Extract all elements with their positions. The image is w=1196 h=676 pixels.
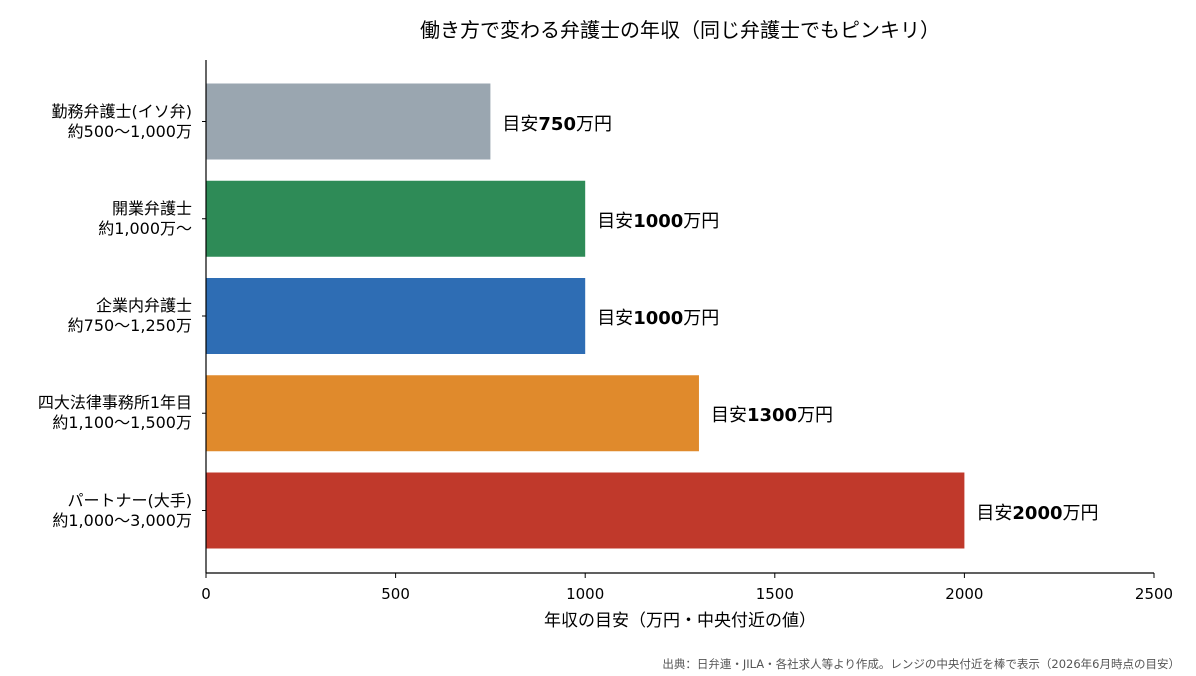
category-range: 約500〜1,000万: [67, 121, 192, 141]
category-label: 企業内弁護士 約750〜1,250万: [68, 296, 192, 336]
chart-title: 働き方で変わる弁護士の年収（同じ弁護士でもピンキリ）: [420, 18, 940, 42]
category-name: パートナー(大手): [67, 490, 193, 510]
category-label: 勤務弁護士(イソ弁) 約500〜1,000万: [52, 102, 193, 142]
bar: [206, 180, 586, 257]
data-label: 目安1000万円: [597, 308, 720, 329]
bar: [206, 472, 965, 549]
source-note: 出典：日弁連・JILA・各社求人等より作成。レンジの中央付近を棒で表示（2026…: [662, 657, 1180, 671]
bar: [206, 375, 699, 452]
data-label: 目安750万円: [502, 113, 612, 135]
data-label: 目安1300万円: [710, 405, 834, 427]
category-range: 約750〜1,250万: [67, 316, 192, 335]
x-tick-label: 2500: [1135, 585, 1173, 603]
category-range: 約1,000万〜: [98, 218, 192, 238]
x-axis-label: 年収の目安（万円・中央付近の値）: [544, 611, 816, 631]
category-name: 四大法律事務所1年目: [37, 393, 192, 413]
x-tick-label: 500: [381, 585, 410, 603]
bar: [206, 278, 586, 354]
bar: [206, 83, 491, 160]
category-range: 約1,000〜3,000万: [52, 510, 192, 530]
x-tick-label: 2000: [945, 585, 983, 603]
category-range: 約1,100〜1,500万: [52, 413, 192, 433]
data-label: 目安1000万円: [597, 210, 720, 232]
x-tick-label: 1500: [756, 585, 794, 603]
category-name: 勤務弁護士(イソ弁): [51, 101, 193, 121]
x-tick-label: 0: [201, 585, 211, 603]
category-name: 開業弁護士: [111, 198, 192, 218]
category-name: 企業内弁護士: [95, 296, 192, 315]
x-tick-label: 1000: [566, 585, 604, 603]
category-label: 四大法律事務所1年目 約1,100〜1,500万: [38, 393, 192, 433]
data-label: 目安2000万円: [976, 502, 1099, 524]
category-label: 開業弁護士 約1,000万〜: [98, 199, 192, 239]
category-label: パートナー(大手) 約1,000〜3,000万: [52, 491, 192, 531]
